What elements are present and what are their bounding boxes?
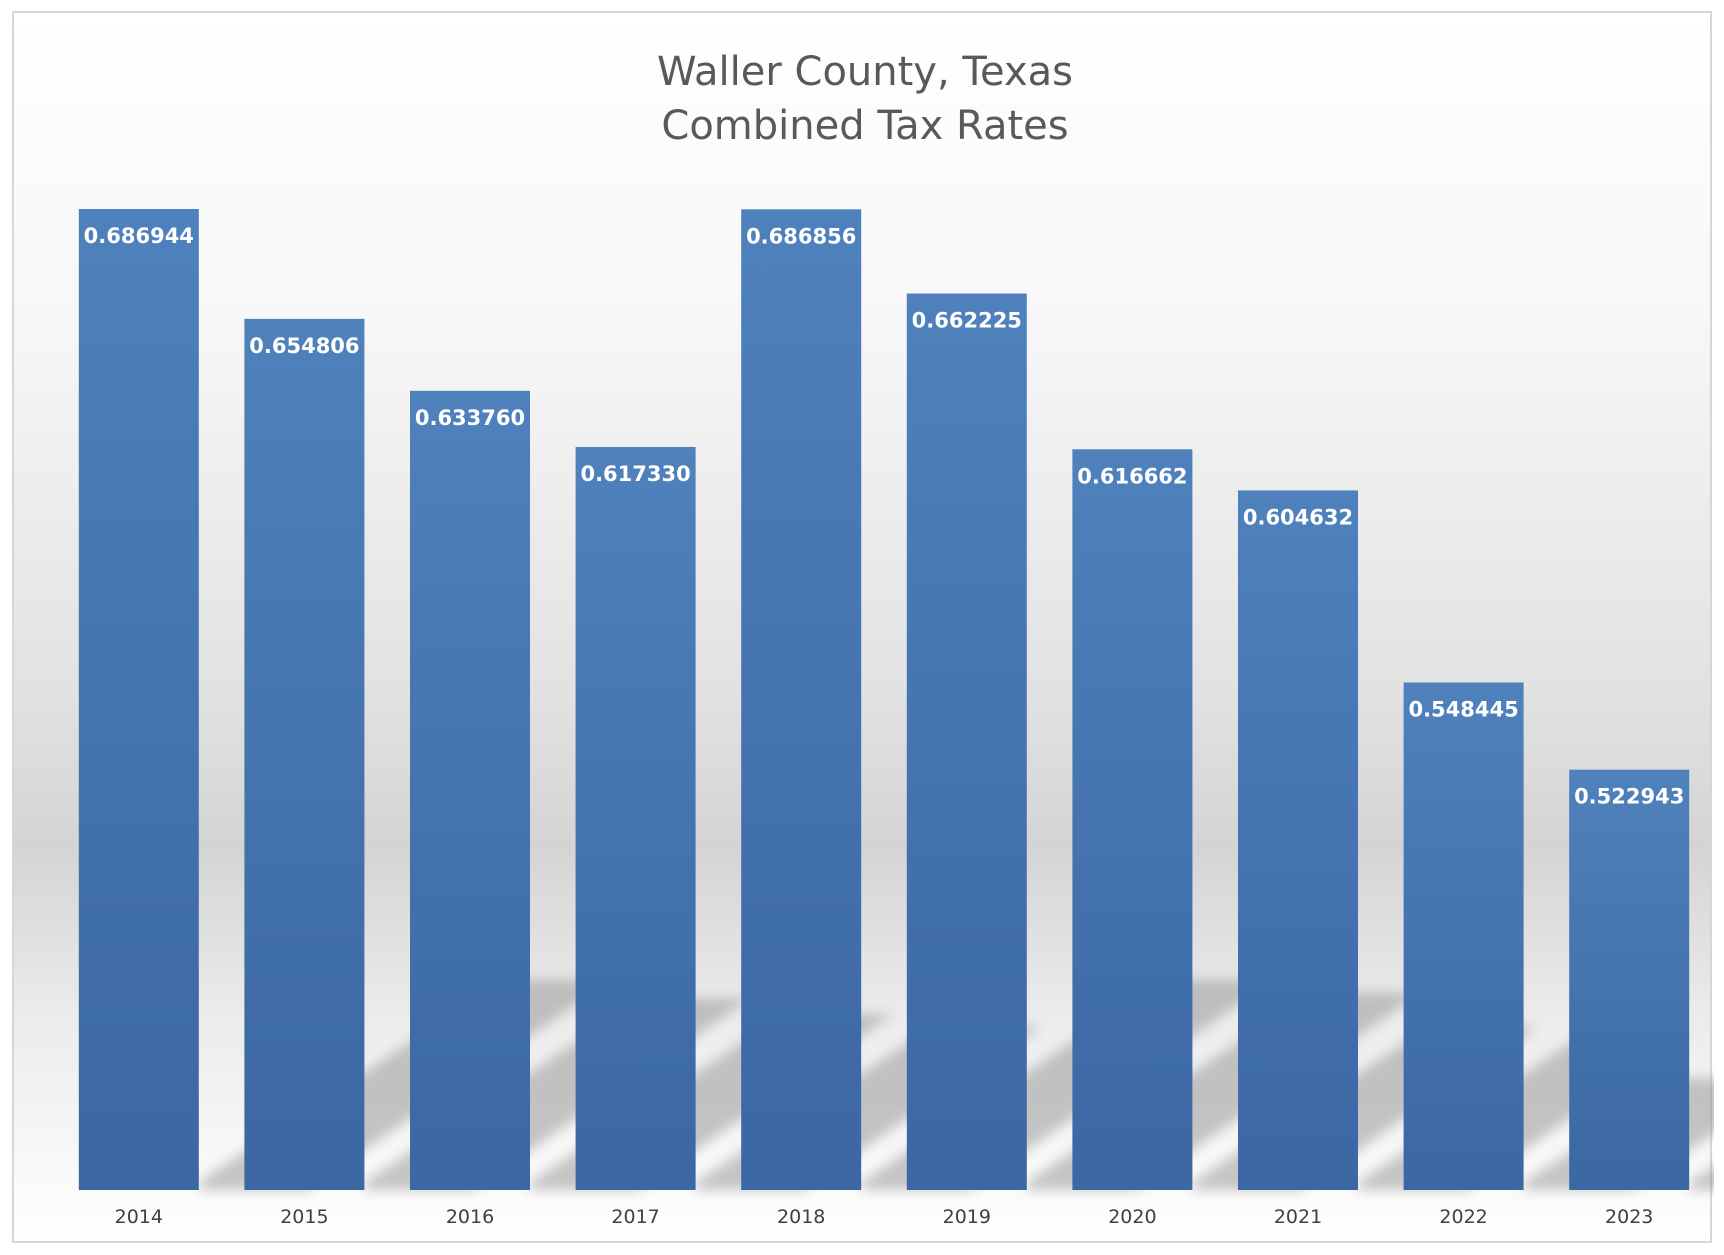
bar-value-label: 0.616662 [1077,464,1187,488]
chart-title-line-2: Combined Tax Rates [661,103,1068,149]
bar-value-label: 0.633760 [415,406,525,430]
bar-value-label: 0.617330 [580,462,690,486]
x-axis-tick-labels: 2014 2015 2016 2017 2018 2019 2020 2021 2022 2023 [115,1206,1654,1228]
x-tick-label: 2017 [611,1206,659,1228]
bar-value-label: 0.548445 [1408,697,1518,721]
bar-2016 [410,390,530,1190]
bar-value-label: 0.522943 [1574,785,1684,809]
bar-2021 [1238,490,1358,1190]
bar-value-label: 0.686944 [84,224,194,248]
x-tick-label: 2015 [280,1206,328,1228]
bar-2023 [1569,769,1690,1190]
x-tick-label: 2016 [446,1206,494,1228]
bars [78,209,1690,1191]
x-tick-label: 2014 [115,1206,163,1228]
bar-2020 [1072,449,1193,1191]
bar-2019 [906,293,1027,1190]
bar-value-label: 0.662225 [912,309,1022,333]
x-tick-label: 2021 [1274,1206,1322,1228]
bar-value-label: 0.604632 [1243,505,1353,529]
bar-2014 [78,209,199,1190]
x-tick-label: 2022 [1439,1206,1487,1228]
bar-value-label: 0.654806 [249,334,359,358]
chart-frame: Waller County, Texas Combined Tax Rates … [12,11,1714,1243]
bar-2018 [741,209,862,1191]
bar-value-label: 0.686856 [746,224,856,248]
x-tick-label: 2020 [1108,1206,1156,1228]
x-tick-label: 2018 [777,1206,825,1228]
bar-2017 [575,446,696,1190]
bar-2015 [244,318,365,1190]
bar-shadow [1689,1166,1714,1190]
chart-title-line-1: Waller County, Texas [657,49,1073,95]
x-tick-label: 2019 [943,1206,991,1228]
bar-chart: Waller County, Texas Combined Tax Rates … [78,49,1714,1228]
x-tick-label: 2023 [1605,1206,1653,1228]
bar-value-labels: 0.686944 0.654806 0.633760 0.617330 0.686856… [84,224,1685,809]
bar-2022 [1403,682,1524,1190]
